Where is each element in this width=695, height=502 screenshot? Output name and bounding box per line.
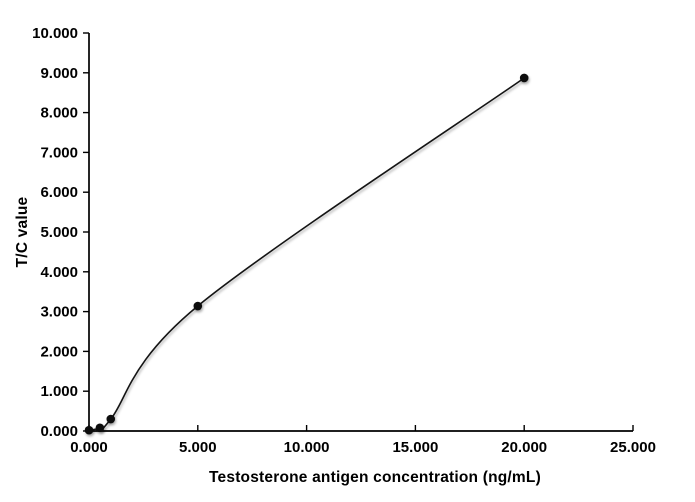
data-point-marker (95, 423, 105, 433)
y-tick-label: 1.000 (40, 383, 78, 400)
y-tick-label: 5.000 (40, 224, 78, 241)
y-tick-label: 8.000 (40, 105, 78, 122)
y-tick-label: 3.000 (40, 304, 78, 321)
y-tick-label: 0.000 (40, 423, 78, 440)
data-point-marker (84, 425, 94, 435)
x-tick-label: 0.000 (70, 439, 108, 456)
x-axis-title: Testosterone antigen concentration (ng/m… (209, 469, 541, 486)
y-tick-label: 6.000 (40, 184, 78, 201)
data-point-marker (193, 301, 203, 311)
data-point-marker (519, 73, 529, 83)
y-axis-title: T/C value (14, 196, 31, 267)
y-tick-label: 10.000 (32, 25, 78, 42)
y-tick-label: 9.000 (40, 65, 78, 82)
y-tick-label: 7.000 (40, 144, 78, 161)
x-tick-label: 10.000 (284, 439, 330, 456)
y-tick-label: 2.000 (40, 343, 78, 360)
x-tick-label: 5.000 (179, 439, 217, 456)
series-line (88, 77, 525, 432)
y-tick-label: 4.000 (40, 264, 78, 281)
data-point-marker (106, 414, 116, 424)
x-tick-label: 20.000 (501, 439, 547, 456)
x-tick-label: 15.000 (392, 439, 438, 456)
x-tick-label: 25.000 (610, 439, 656, 456)
